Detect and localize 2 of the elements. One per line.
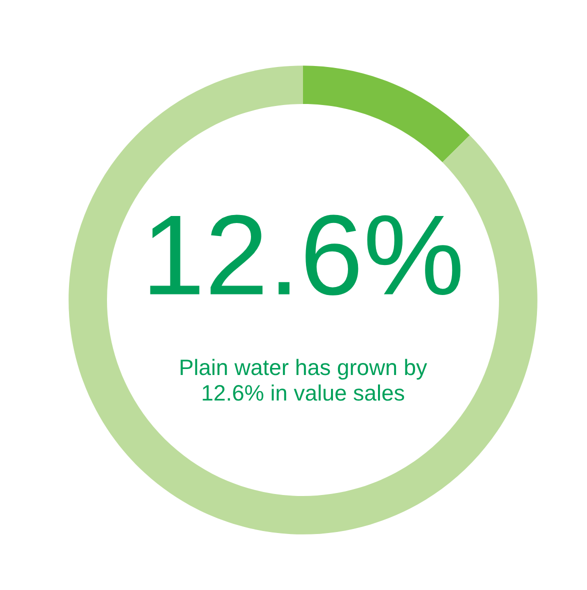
text: 12.6%: [150, 214, 460, 296]
text: Plain water has grown by 12.6% in value sales: [180, 358, 428, 401]
